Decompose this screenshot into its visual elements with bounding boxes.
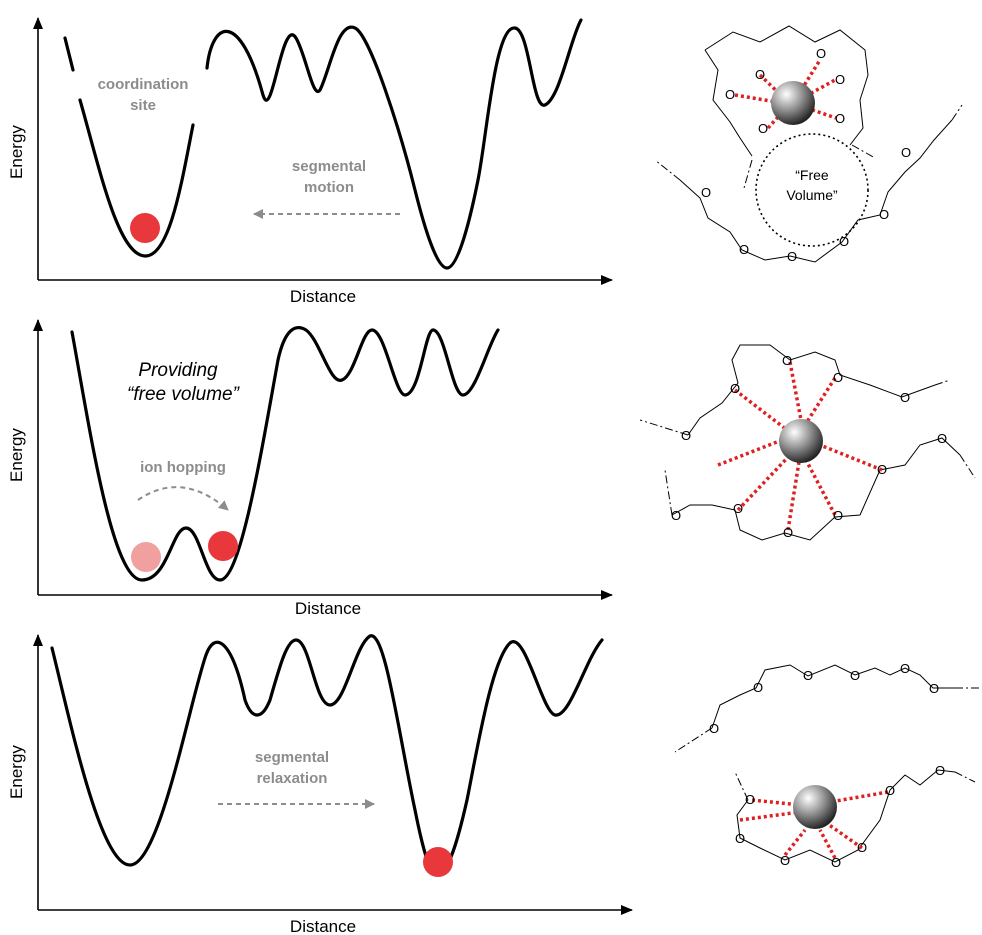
structure-2-oxygen: O bbox=[833, 370, 843, 385]
structure-2-coordination-bonds bbox=[717, 361, 883, 531]
structure-1-lower-chain-end-right bbox=[951, 104, 963, 121]
structure-1-oxygen: O bbox=[701, 185, 711, 200]
panel-1-site-label-1: coordination bbox=[98, 76, 189, 93]
panel-1-motion-label-2: motion bbox=[304, 179, 354, 196]
structure-1-oxygen: O bbox=[839, 234, 849, 249]
structure-1-coordination-bonds bbox=[734, 59, 837, 130]
structure-3-oxygen: O bbox=[929, 681, 939, 696]
structure-3-lower-chain-end-left bbox=[734, 771, 749, 801]
panel-1-energy-landscape: Energy Distance coordination site segmen… bbox=[7, 17, 613, 306]
structure-3-oxygen: O bbox=[935, 763, 945, 778]
structure-3-coordination-bonds bbox=[739, 790, 889, 859]
panel-3-energy-label: Energy bbox=[7, 745, 26, 799]
panel-2-curve bbox=[70, 326, 500, 582]
structure-1-chain-end-left bbox=[743, 159, 753, 189]
panel-1-curve-left-fragment bbox=[63, 36, 75, 72]
structure-1-oxygen: O bbox=[739, 242, 749, 257]
panel-3-distance-label: Distance bbox=[290, 917, 356, 935]
structure-1-free-volume: “Free Volume” O O O O O O O O O O O O bbox=[654, 25, 963, 264]
structure-1-chain-end-right bbox=[851, 144, 876, 159]
panel-1-curve-coordination-well bbox=[78, 98, 195, 258]
panel-2-ion-faded bbox=[131, 542, 161, 572]
panel-3-curve bbox=[50, 634, 604, 877]
panel-2-ion bbox=[208, 531, 238, 561]
structure-2-oxygen: O bbox=[733, 501, 743, 516]
panel-2-providing-label-1: Providing bbox=[138, 360, 218, 381]
structure-1-oxygen: O bbox=[725, 87, 735, 102]
structure-1-upper-chain bbox=[704, 25, 869, 146]
structure-3-oxygen: O bbox=[857, 840, 867, 855]
structure-2-lower-chain bbox=[671, 437, 961, 541]
structure-2-upper-chain-end-right bbox=[934, 379, 951, 386]
structure-2-lower-chain-end-left bbox=[664, 469, 673, 516]
structure-2-oxygen: O bbox=[833, 508, 843, 523]
panel-2-energy-landscape: Energy Distance Providing “free volume” … bbox=[7, 319, 613, 618]
panel-3-ion bbox=[423, 847, 453, 877]
structure-1-oxygen: O bbox=[755, 67, 765, 82]
structure-1-oxygen: O bbox=[835, 111, 845, 126]
structure-1-free-volume-label-1: “Free bbox=[795, 167, 829, 183]
structure-3-oxygen: O bbox=[735, 831, 745, 846]
panel-1-energy-label: Energy bbox=[7, 125, 26, 179]
structure-1-oxygen: O bbox=[787, 249, 797, 264]
structure-1-oxygen: O bbox=[835, 72, 845, 87]
structure-1-oxygen: O bbox=[758, 121, 768, 136]
structure-3-lower-chain-end-right bbox=[954, 771, 976, 783]
structure-1-oxygen: O bbox=[816, 46, 826, 61]
structure-3-upper-chain-end-left bbox=[674, 727, 713, 753]
panel-2-energy-label: Energy bbox=[7, 428, 26, 482]
panel-1-motion-label-1: segmental bbox=[292, 158, 366, 175]
structure-2-oxygen: O bbox=[900, 390, 910, 405]
structure-3-oxygen: O bbox=[850, 668, 860, 683]
panel-3-relax-label-1: segmental bbox=[255, 749, 329, 766]
structure-2-oxygen: O bbox=[730, 381, 740, 396]
structure-2-coordinated-ion: O O O O O O O O O O O bbox=[639, 344, 976, 541]
structure-1-oxygen: O bbox=[901, 145, 911, 160]
structure-3-relaxed: O O O O O O O O O O O O O bbox=[674, 661, 980, 870]
structure-1-upper-chain-left bbox=[704, 49, 753, 157]
panel-2-providing-label-2: “free volume” bbox=[127, 384, 241, 405]
panel-1-site-label-2: site bbox=[130, 97, 156, 114]
structure-3-oxygen: O bbox=[831, 855, 841, 870]
structure-3-upper-chain bbox=[711, 664, 955, 729]
panel-3-relax-label-2: relaxation bbox=[257, 770, 328, 787]
structure-2-oxygen: O bbox=[877, 462, 887, 477]
structure-2-oxygen: O bbox=[671, 508, 681, 523]
structure-1-metal-ion bbox=[771, 81, 815, 125]
structure-3-oxygen: O bbox=[753, 680, 763, 695]
structure-1-lower-chain-end-left bbox=[654, 159, 681, 181]
structure-2-lower-chain-end-right bbox=[959, 454, 976, 479]
panel-2-distance-label: Distance bbox=[295, 599, 361, 618]
structure-1-oxygen-atoms: O O O O O O O O O O O O bbox=[701, 46, 911, 264]
structure-3-oxygen: O bbox=[709, 721, 719, 736]
structure-1-free-volume-circle bbox=[755, 133, 869, 247]
structure-2-upper-chain bbox=[687, 344, 936, 436]
panel-1-curve-right-landscape bbox=[205, 18, 583, 270]
structure-3-lower-chain bbox=[736, 769, 956, 863]
structure-3-oxygen: O bbox=[780, 853, 790, 868]
structure-1-free-volume-label-2: Volume” bbox=[786, 187, 838, 203]
panel-2-hopping-arrow bbox=[137, 486, 229, 511]
structure-1-oxygen: O bbox=[879, 207, 889, 222]
structure-2-oxygen: O bbox=[783, 525, 793, 540]
structure-3-metal-ion bbox=[793, 785, 837, 829]
structure-3-oxygen: O bbox=[803, 668, 813, 683]
structure-2-oxygen: O bbox=[681, 428, 691, 443]
structure-2-metal-ion bbox=[779, 419, 823, 463]
structure-2-oxygen: O bbox=[782, 353, 792, 368]
panel-1-ion bbox=[130, 213, 160, 243]
panel-3-energy-landscape: Energy Distance segmental relaxation bbox=[7, 634, 633, 935]
structure-1-lower-chain bbox=[679, 119, 953, 263]
structure-3-oxygen: O bbox=[885, 783, 895, 798]
structure-2-oxygen: O bbox=[937, 431, 947, 446]
panel-1-distance-label: Distance bbox=[290, 287, 356, 306]
structure-2-oxygen-atoms: O O O O O O O O O O O bbox=[671, 353, 947, 540]
structure-3-oxygen: O bbox=[900, 661, 910, 676]
structure-3-oxygen-atoms: O O O O O O O O O O O O O bbox=[709, 661, 945, 870]
structure-3-oxygen: O bbox=[745, 792, 755, 807]
panel-2-hopping-label: ion hopping bbox=[140, 459, 226, 476]
